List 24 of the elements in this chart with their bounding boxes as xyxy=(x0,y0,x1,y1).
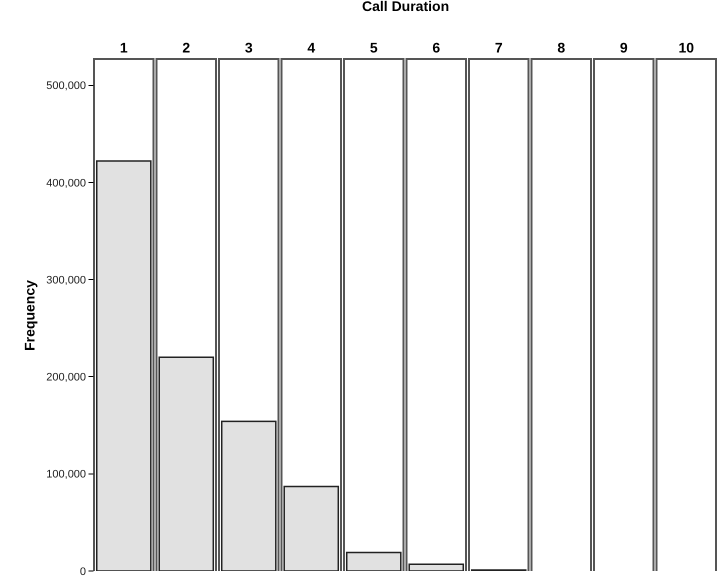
bar xyxy=(283,486,340,571)
bar xyxy=(158,356,214,571)
x-tick-label: 8 xyxy=(557,40,566,56)
x-tick-label: 9 xyxy=(620,40,628,56)
x-tick-label: 6 xyxy=(432,40,440,56)
x-axis-title: Call Duration xyxy=(362,0,450,14)
x-tick-label: 4 xyxy=(307,40,316,56)
y-tick-label: 100,000 xyxy=(46,468,86,481)
bar xyxy=(96,160,152,571)
x-tick-label: 5 xyxy=(370,40,378,56)
x-tick-label: 2 xyxy=(182,40,190,56)
x-tick-label: 1 xyxy=(120,40,128,56)
x-tick-label: 7 xyxy=(494,40,503,56)
bar xyxy=(346,552,402,571)
y-tick-label: 500,000 xyxy=(46,80,86,92)
y-tick-label: 400,000 xyxy=(46,177,86,190)
y-axis-title: Frequency xyxy=(21,280,38,351)
y-tick-label: 300,000 xyxy=(46,274,86,286)
bar xyxy=(220,420,277,571)
bar xyxy=(408,563,464,571)
x-tick-label: 10 xyxy=(678,40,694,56)
y-tick-label: 200,000 xyxy=(46,372,86,384)
x-tick-label: 3 xyxy=(244,40,253,56)
y-tick-label: 0 xyxy=(80,566,86,578)
